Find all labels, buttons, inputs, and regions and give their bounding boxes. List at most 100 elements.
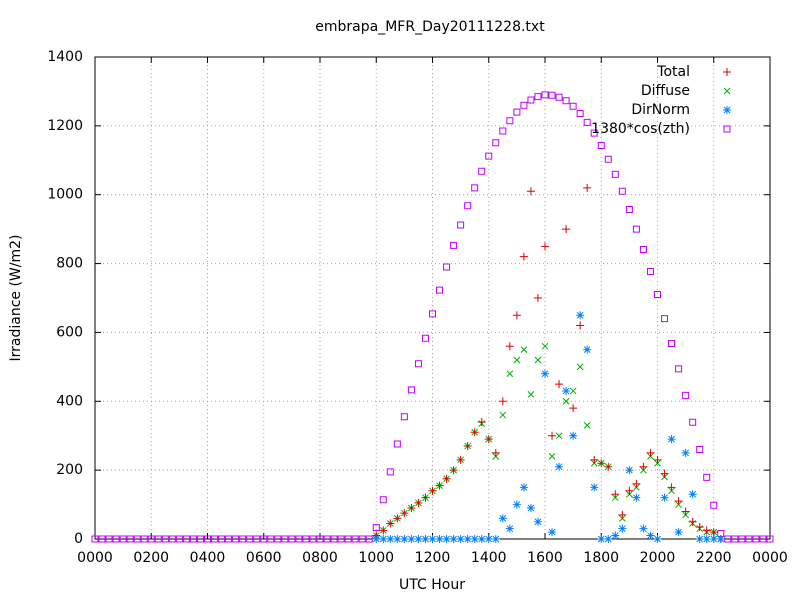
point xyxy=(654,291,661,299)
point xyxy=(491,448,500,457)
point xyxy=(569,431,578,440)
point xyxy=(653,535,662,543)
x-tick-label: 1200 xyxy=(415,550,451,566)
point xyxy=(449,535,458,543)
point xyxy=(695,535,704,543)
point xyxy=(653,455,662,464)
point xyxy=(541,242,549,251)
point xyxy=(471,184,479,192)
point xyxy=(477,417,486,426)
legend-marker xyxy=(723,68,731,76)
chart-title: embrapa_MFR_Day20111228.txt xyxy=(315,19,545,35)
point xyxy=(576,321,585,330)
point xyxy=(498,397,507,406)
point xyxy=(379,496,387,504)
point xyxy=(505,524,514,533)
point xyxy=(597,141,605,149)
point xyxy=(632,225,640,233)
point xyxy=(182,535,190,543)
point xyxy=(682,391,690,399)
point xyxy=(323,535,331,543)
point xyxy=(154,535,162,543)
point xyxy=(218,535,226,543)
point xyxy=(393,514,402,523)
point xyxy=(414,498,423,507)
x-tick-label: 0000 xyxy=(77,550,113,566)
y-tick-label: 200 xyxy=(56,462,83,478)
point xyxy=(527,391,535,398)
x-tick-label: 0800 xyxy=(302,550,338,566)
point xyxy=(639,245,647,253)
point xyxy=(506,370,514,378)
point xyxy=(674,497,683,506)
point xyxy=(513,108,521,116)
point xyxy=(639,524,648,533)
point xyxy=(161,535,169,543)
point xyxy=(344,535,352,543)
point xyxy=(604,155,612,163)
point xyxy=(674,528,683,537)
point xyxy=(140,535,148,543)
point xyxy=(260,535,268,543)
point xyxy=(253,535,261,543)
y-tick-label: 1000 xyxy=(47,187,83,203)
point xyxy=(625,486,634,495)
point xyxy=(246,535,254,543)
point xyxy=(196,535,204,543)
point xyxy=(407,504,416,513)
point xyxy=(421,535,430,543)
point xyxy=(611,170,619,178)
point xyxy=(604,535,613,543)
point xyxy=(526,187,535,196)
point xyxy=(470,428,479,437)
point xyxy=(386,468,394,476)
point xyxy=(421,493,430,502)
point xyxy=(562,225,571,234)
point xyxy=(604,462,613,471)
point xyxy=(527,96,535,104)
point xyxy=(470,535,479,543)
point xyxy=(541,91,549,99)
point xyxy=(660,493,669,502)
x-tick-label: 1000 xyxy=(358,550,394,566)
point xyxy=(597,459,606,468)
point xyxy=(442,535,451,543)
x-tick-label: 2200 xyxy=(696,550,732,566)
point xyxy=(358,535,366,543)
point xyxy=(731,535,739,543)
point xyxy=(759,535,767,543)
point xyxy=(695,522,704,531)
point xyxy=(569,387,577,395)
point xyxy=(429,310,436,318)
point xyxy=(555,93,563,101)
x-tick-label: 0200 xyxy=(133,550,169,566)
point xyxy=(428,535,437,543)
point xyxy=(667,435,676,444)
x-axis-label: UTC Hour xyxy=(399,577,465,593)
point xyxy=(590,483,599,492)
point xyxy=(583,345,592,354)
legend-label: Diffuse xyxy=(641,83,690,99)
point xyxy=(583,118,591,126)
point xyxy=(267,535,275,543)
point xyxy=(435,481,444,490)
point xyxy=(456,535,465,543)
point xyxy=(646,531,655,540)
point xyxy=(709,528,718,537)
point xyxy=(400,509,409,518)
point xyxy=(337,535,345,543)
point xyxy=(365,535,373,543)
point xyxy=(309,535,317,543)
x-tick-label: 0000 xyxy=(752,550,788,566)
point xyxy=(688,490,697,499)
point xyxy=(548,528,557,537)
point xyxy=(618,187,626,195)
legend-label: 1380*cos(zth) xyxy=(591,121,690,137)
point xyxy=(688,517,697,526)
point xyxy=(702,526,711,535)
point xyxy=(590,455,599,464)
y-tick-label: 800 xyxy=(56,256,83,272)
point xyxy=(442,474,451,483)
point xyxy=(295,535,303,543)
point xyxy=(386,519,395,528)
